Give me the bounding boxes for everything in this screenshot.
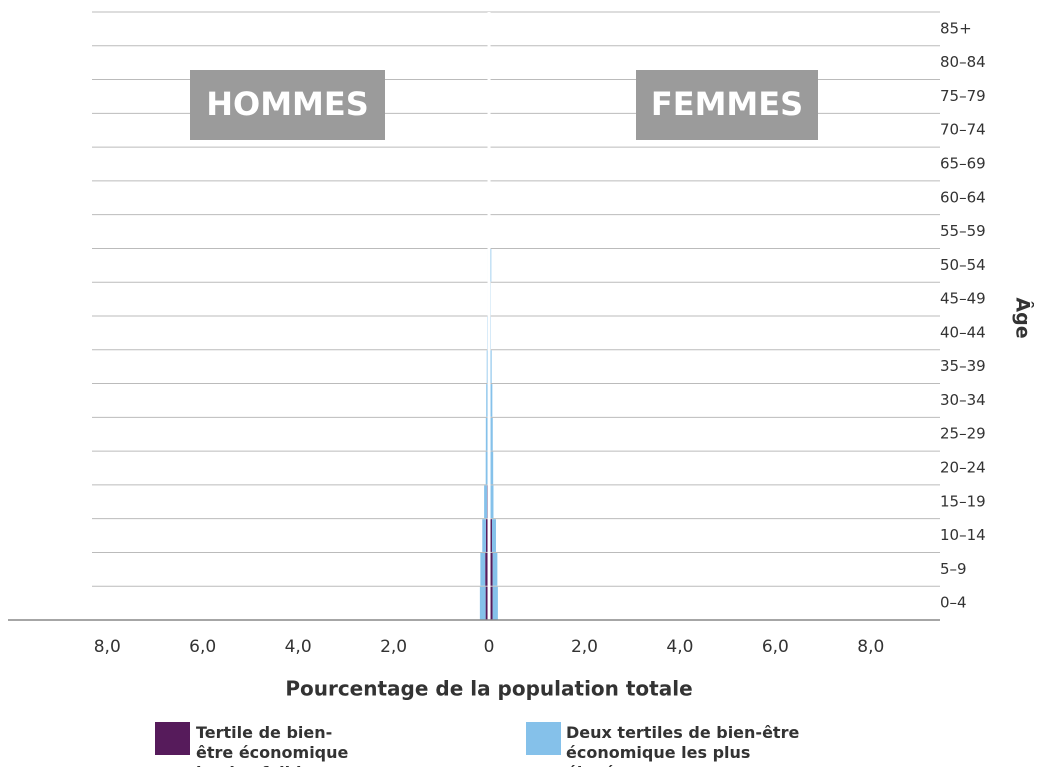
y-axis-title: Âge — [1012, 297, 1035, 338]
y-tick-label: 80–84 — [940, 53, 986, 71]
bar — [479, 586, 486, 620]
y-tick-label: 35–39 — [940, 357, 986, 375]
panel-box — [190, 70, 385, 140]
bar — [490, 485, 494, 519]
y-tick-label: 5–9 — [940, 560, 967, 578]
y-tick-label: 50–54 — [940, 256, 986, 274]
x-tick-label: 4,0 — [666, 637, 693, 657]
y-tick-label: 65–69 — [940, 155, 986, 173]
y-tick-label: 60–64 — [940, 188, 986, 206]
y-tick-label: 55–59 — [940, 222, 986, 240]
y-tick-label: 75–79 — [940, 87, 986, 105]
legend-swatch — [155, 722, 190, 755]
y-tick-label: 70–74 — [940, 121, 986, 139]
y-tick-label: 30–34 — [940, 391, 986, 409]
x-tick-label: 2,0 — [380, 637, 407, 657]
x-tick-label: 4,0 — [285, 637, 312, 657]
legend-swatch — [526, 722, 561, 755]
bar — [491, 519, 496, 552]
x-tick-label: 8,0 — [857, 637, 884, 657]
y-tick-label: 0–4 — [940, 594, 967, 612]
legend-label: Deux tertiles de bien-être économique le… — [566, 723, 800, 767]
bar — [485, 519, 490, 552]
panel-label: FEMMES — [651, 85, 803, 123]
y-tick-label: 10–14 — [940, 526, 986, 544]
x-tick-label: 6,0 — [762, 637, 789, 657]
y-tick-label: 20–24 — [940, 459, 986, 477]
bar — [492, 586, 498, 620]
bar — [485, 586, 490, 620]
bar — [480, 552, 486, 586]
bar — [486, 350, 489, 384]
x-tick-label: 2,0 — [571, 637, 598, 657]
bar — [484, 485, 488, 519]
bar — [490, 384, 493, 417]
bar — [485, 417, 489, 451]
x-tick-label: 8,0 — [94, 637, 121, 657]
bar — [489, 248, 492, 282]
bar — [482, 519, 486, 552]
bar — [490, 417, 493, 451]
bar — [492, 552, 498, 586]
y-tick-label: 85+ — [940, 19, 972, 37]
y-tick-label: 15–19 — [940, 492, 986, 510]
x-axis-title: Pourcentage de la population totale — [285, 677, 692, 701]
panel-label: HOMMES — [206, 85, 369, 123]
bar — [489, 586, 493, 620]
legend-label: Tertile de bien-être économique le plus … — [196, 723, 349, 767]
bar — [489, 552, 493, 586]
bar — [485, 552, 490, 586]
bar — [485, 451, 488, 485]
panel-box — [636, 70, 818, 140]
x-tick-label: 6,0 — [189, 637, 216, 657]
bar — [490, 350, 492, 384]
bar — [490, 451, 494, 485]
y-tick-label: 25–29 — [940, 425, 986, 443]
x-tick-label: 0 — [484, 637, 495, 657]
y-tick-label: 40–44 — [940, 323, 986, 341]
y-tick-label: 45–49 — [940, 290, 986, 308]
bar — [486, 384, 489, 417]
